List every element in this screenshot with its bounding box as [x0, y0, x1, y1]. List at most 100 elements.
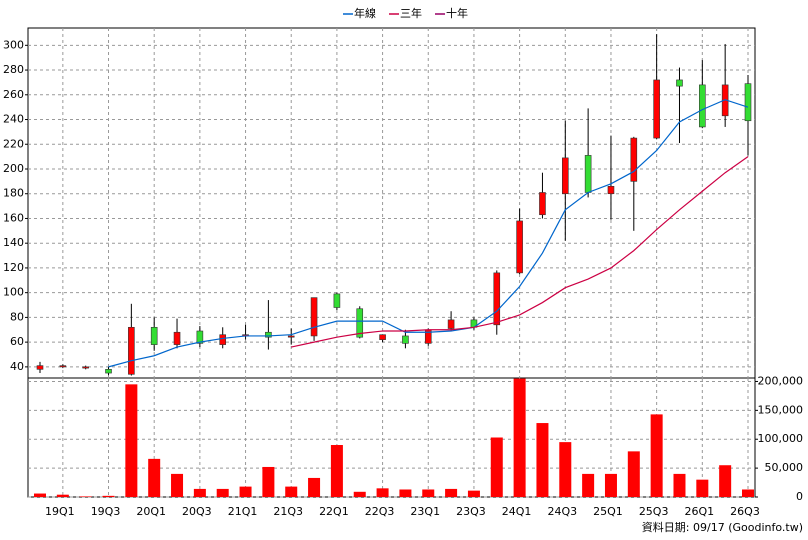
- y-tick-label: 120: [3, 261, 24, 274]
- volume-bar: [673, 473, 686, 497]
- volume-bar: [559, 442, 572, 497]
- candle-body: [561, 157, 569, 195]
- volume-bar: [399, 489, 412, 497]
- y-tick-label: 180: [3, 187, 24, 200]
- volume-bar: [582, 473, 595, 497]
- volume-bar: [513, 378, 526, 497]
- x-tick-label: 24Q1: [502, 505, 532, 518]
- volume-bar: [719, 465, 732, 497]
- volume-bar: [627, 451, 640, 497]
- volume-bar: [308, 477, 321, 497]
- volume-bar: [56, 494, 69, 497]
- candle-body: [607, 186, 615, 195]
- candle-body: [287, 335, 295, 338]
- y-tick-label: 100: [3, 286, 24, 299]
- y-tick-label: 220: [3, 137, 24, 150]
- ma-line: [108, 99, 749, 368]
- y-tick-label: 80: [10, 310, 24, 323]
- x-tick-label: 20Q1: [136, 505, 166, 518]
- candle-body: [699, 84, 706, 128]
- volume-bar: [285, 486, 298, 497]
- x-tick-label: 21Q3: [273, 505, 303, 518]
- volume-bar: [422, 489, 435, 497]
- x-tick-label: 26Q3: [730, 505, 760, 518]
- footnote: 資料日期: 09/17 (Goodinfo.tw): [642, 520, 803, 534]
- candle-body: [584, 155, 592, 193]
- x-tick-label: 24Q3: [547, 505, 577, 518]
- candle-body: [516, 220, 523, 274]
- candle-body: [310, 297, 318, 337]
- volume-bar: [650, 414, 663, 497]
- volume-bar: [193, 488, 206, 497]
- y2-tick-label: 150,000: [758, 403, 804, 416]
- candle-body: [128, 326, 135, 375]
- y2-tick-label: 200,000: [758, 374, 804, 387]
- x-tick-label: 19Q3: [91, 505, 121, 518]
- candle-body: [173, 331, 181, 345]
- volume-bar: [330, 445, 343, 497]
- volume-bar: [376, 488, 389, 497]
- x-tick-label: 25Q3: [639, 505, 669, 518]
- volume-bar: [171, 473, 184, 497]
- candle-body: [539, 192, 546, 216]
- volume-bar: [125, 384, 138, 497]
- candle-body: [653, 79, 660, 139]
- x-tick-label: 26Q1: [684, 505, 714, 518]
- volume-bar: [148, 458, 161, 497]
- y-tick-label: 160: [3, 211, 24, 224]
- x-tick-label: 20Q3: [182, 505, 212, 518]
- volume-bar: [742, 489, 754, 497]
- candle-body: [402, 335, 409, 344]
- x-tick-label: 22Q1: [319, 505, 349, 518]
- y-tick-label: 280: [3, 63, 24, 76]
- volume-bar: [34, 493, 46, 497]
- volume-bar: [696, 479, 709, 497]
- volume-bar: [239, 486, 252, 497]
- candle-body: [59, 365, 67, 368]
- volume-bar: [216, 488, 229, 497]
- candle-body: [150, 326, 158, 345]
- volume-bar: [445, 488, 458, 497]
- volume-bar: [79, 496, 92, 497]
- y-tick-label: 300: [3, 38, 24, 51]
- volume-bar: [467, 490, 480, 497]
- volume-bar: [353, 491, 366, 497]
- y2-tick-label: 0: [796, 490, 803, 503]
- legend-label: 年線: [354, 6, 376, 20]
- y-tick-label: 40: [10, 360, 24, 373]
- ma-line: [291, 156, 749, 348]
- volume-bar: [490, 437, 503, 497]
- candle-body: [447, 319, 455, 329]
- candle-body: [493, 272, 501, 326]
- candle-body: [196, 330, 204, 344]
- volume-bar: [262, 466, 275, 497]
- candle-body: [265, 331, 272, 338]
- candle-body: [82, 366, 89, 369]
- y-tick-label: 140: [3, 236, 24, 249]
- y-tick-label: 200: [3, 162, 24, 175]
- y-tick-label: 60: [10, 335, 24, 348]
- candle-body: [219, 334, 227, 345]
- candle-body: [630, 137, 638, 182]
- volume-bar: [102, 495, 115, 497]
- y2-tick-label: 50,000: [765, 461, 804, 474]
- volume-bar: [536, 423, 549, 497]
- x-tick-label: 22Q3: [365, 505, 395, 518]
- x-tick-label: 23Q3: [456, 505, 486, 518]
- legend-label: 十年: [446, 6, 468, 20]
- candle-body: [379, 334, 386, 340]
- candle-body: [36, 365, 44, 370]
- y-tick-label: 240: [3, 113, 24, 126]
- candle-body: [356, 308, 364, 338]
- legend-label: 三年: [400, 6, 422, 20]
- x-tick-label: 21Q1: [228, 505, 258, 518]
- candle-body: [333, 293, 341, 308]
- candle-body: [744, 83, 752, 122]
- candle-body: [105, 369, 112, 374]
- candle-body: [676, 79, 683, 87]
- y2-tick-label: 100,000: [758, 432, 804, 445]
- x-tick-label: 25Q1: [593, 505, 623, 518]
- volume-bar: [604, 473, 617, 497]
- x-tick-label: 19Q1: [45, 505, 75, 518]
